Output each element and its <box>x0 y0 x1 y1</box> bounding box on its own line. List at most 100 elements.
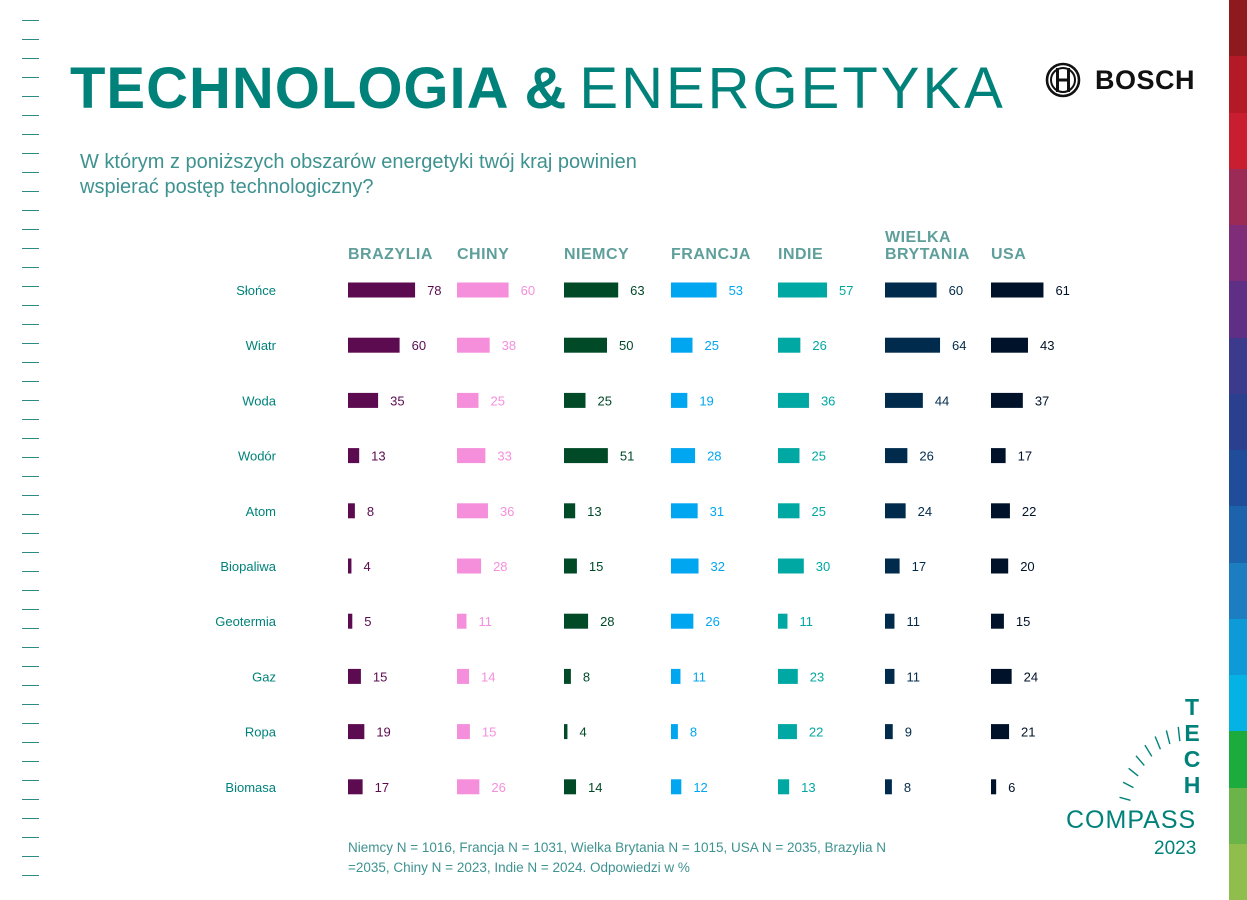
bar <box>564 282 619 298</box>
bar <box>885 503 906 519</box>
bar <box>457 724 470 740</box>
tick-mark <box>22 400 39 401</box>
bar <box>991 779 997 795</box>
series-header: CHINY <box>457 246 509 263</box>
series-header: FRANCJA <box>671 246 751 263</box>
tick-mark <box>22 20 39 21</box>
tick-mark <box>22 552 39 553</box>
dial-tick <box>1177 726 1181 742</box>
bar <box>778 779 790 795</box>
tick-mark <box>22 799 39 800</box>
data-label: 4 <box>579 725 586 740</box>
bar <box>991 503 1010 519</box>
data-label: 11 <box>799 614 813 629</box>
title-light: ENERGETYKA <box>579 56 1006 121</box>
bar <box>348 779 363 795</box>
category-label: Atom <box>246 504 276 519</box>
color-strip-segment <box>1229 618 1247 675</box>
tick-mark <box>22 457 39 458</box>
bar <box>778 613 788 629</box>
tick-mark <box>22 286 39 287</box>
series-header: WIELKA <box>885 229 951 246</box>
data-label: 26 <box>812 338 826 353</box>
data-label: 13 <box>371 449 385 464</box>
bar <box>671 613 694 629</box>
color-strip-segment <box>1229 337 1247 394</box>
compass-word: COMPASS <box>1066 806 1197 834</box>
data-label: 25 <box>812 504 826 519</box>
bar <box>671 779 682 795</box>
bar <box>778 282 828 298</box>
bar <box>778 724 797 740</box>
tick-mark <box>22 267 39 268</box>
bar <box>778 337 801 353</box>
dial-tick <box>1122 781 1134 789</box>
data-label: 28 <box>493 559 507 574</box>
data-label: 26 <box>705 614 719 629</box>
data-label: 63 <box>630 283 644 298</box>
brand-name: BOSCH <box>1095 64 1196 95</box>
bar <box>885 448 908 464</box>
data-label: 15 <box>373 669 387 684</box>
tech-letter: E <box>1184 720 1200 746</box>
bar <box>671 337 693 353</box>
bar <box>885 613 895 629</box>
series-header: BRAZYLIA <box>348 246 433 263</box>
data-label: 14 <box>588 780 602 795</box>
data-label: 24 <box>918 504 932 519</box>
data-label: 13 <box>587 504 601 519</box>
tick-mark <box>22 343 39 344</box>
bar <box>348 337 400 353</box>
compass-dial-icon <box>1119 726 1181 801</box>
color-strip-segment <box>1229 56 1247 113</box>
color-strip-segment <box>1229 675 1247 732</box>
data-label: 32 <box>711 559 725 574</box>
color-strip-segment <box>1229 0 1247 57</box>
data-label: 36 <box>500 504 514 519</box>
bar <box>885 337 941 353</box>
bar <box>348 392 379 408</box>
tick-mark <box>22 514 39 515</box>
color-strip-segment <box>1229 562 1247 619</box>
tick-mark <box>22 628 39 629</box>
bosch-armature-icon <box>1045 62 1081 98</box>
bar <box>564 779 577 795</box>
data-label: 4 <box>363 559 370 574</box>
tick-mark <box>22 590 39 591</box>
bar <box>991 282 1044 298</box>
bar <box>348 558 352 574</box>
tick-mark <box>22 476 39 477</box>
bar <box>778 558 804 574</box>
bar-chart: BRAZYLIA CHINY NIEMCY FRANCJA INDIE WIELKABRY… <box>215 229 1070 795</box>
bar <box>564 724 568 740</box>
data-label: 15 <box>589 559 603 574</box>
category-label: Ropa <box>245 725 277 740</box>
category-label: Geotermia <box>215 614 276 629</box>
tick-mark <box>22 210 39 211</box>
title-bold: TECHNOLOGIA & <box>70 56 568 121</box>
tick-mark <box>22 115 39 116</box>
tick-mark <box>22 875 39 876</box>
survey-question: W którym z poniższych obszarów energetyk… <box>80 151 637 198</box>
series-header: BRYTANIA <box>885 246 970 263</box>
color-strip-segment <box>1229 731 1247 788</box>
dial-tick <box>1165 730 1171 745</box>
tick-mark <box>22 609 39 610</box>
data-label: 53 <box>729 283 743 298</box>
data-label: 25 <box>491 393 505 408</box>
bar <box>885 558 900 574</box>
bar <box>885 724 893 740</box>
bar <box>671 392 688 408</box>
data-label: 51 <box>620 449 634 464</box>
data-label: 33 <box>497 449 511 464</box>
category-label: Woda <box>242 393 276 408</box>
data-label: 17 <box>1018 449 1032 464</box>
bar <box>457 282 509 298</box>
dial-tick <box>1144 744 1153 757</box>
data-label: 78 <box>427 283 441 298</box>
bar <box>457 392 479 408</box>
data-label: 30 <box>816 559 830 574</box>
data-label: 20 <box>1020 559 1034 574</box>
data-label: 12 <box>693 780 707 795</box>
bar <box>671 448 696 464</box>
